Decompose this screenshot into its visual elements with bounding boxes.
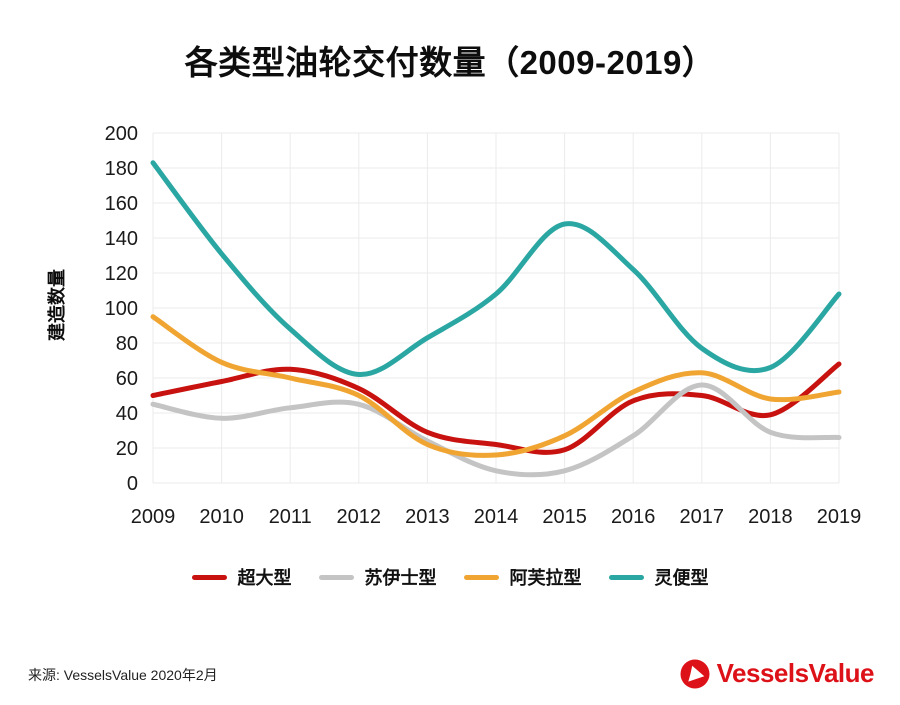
legend-item-灵便型: 灵便型 (608, 564, 709, 590)
legend-swatch (463, 574, 499, 580)
x-tick-label: 2016 (611, 506, 656, 528)
y-tick-label: 20 (116, 438, 138, 460)
legend-swatch (318, 574, 354, 580)
x-tick-label: 2014 (474, 506, 519, 528)
y-tick-label: 120 (105, 263, 138, 285)
y-tick-label: 200 (105, 123, 138, 145)
y-tick-label: 140 (105, 228, 138, 250)
x-tick-label: 2011 (269, 506, 312, 528)
y-tick-label: 0 (127, 473, 138, 495)
vesselsvalue-logo: VesselsValue (680, 658, 875, 689)
legend-item-苏伊士型: 苏伊士型 (318, 564, 437, 590)
series-line-灵便型 (150, 160, 842, 378)
x-tick-label: 2010 (199, 506, 244, 528)
legend-item-超大型: 超大型 (191, 564, 292, 590)
legend-label: 苏伊士型 (364, 568, 437, 588)
x-tick-label: 2015 (542, 506, 587, 528)
legend-item-阿芙拉型: 阿芙拉型 (463, 564, 582, 590)
legend-swatch (191, 574, 227, 580)
legend-swatch (608, 574, 644, 580)
legend-label: 灵便型 (654, 568, 709, 588)
legend-label: 超大型 (237, 568, 292, 588)
series-line-超大型 (150, 361, 842, 455)
series-line-阿芙拉型 (150, 314, 842, 458)
x-tick-label: 2019 (817, 506, 862, 528)
y-tick-label: 60 (116, 368, 138, 390)
line-chart: 0 20 40 60 80 100 120 140 160 180 200 2009 2010 2011 2… (105, 123, 862, 528)
legend-label: 阿芙拉型 (509, 568, 582, 588)
source-note: 来源: VesselsValue 2020年2月 (28, 667, 218, 683)
x-tick-label: 2017 (680, 506, 725, 528)
chart-title: 各类型油轮交付数量（2009-2019） (184, 44, 716, 81)
series-line-苏伊士型 (150, 382, 842, 478)
x-tick-label: 2018 (748, 506, 793, 528)
y-tick-label: 100 (105, 298, 138, 320)
x-tick-label: 2009 (131, 506, 176, 528)
vesselsvalue-logo-icon (680, 659, 710, 688)
x-tick-label: 2013 (405, 506, 450, 528)
y-tick-label: 40 (116, 403, 138, 425)
chart-legend: 超大型 苏伊士型 阿芙拉型 灵便型 (0, 564, 900, 590)
x-tick-label: 2012 (337, 506, 382, 528)
vesselsvalue-logo-text: VesselsValue (716, 658, 875, 688)
y-tick-label: 180 (105, 158, 138, 180)
y-tick-label: 80 (116, 333, 138, 355)
grid (152, 132, 840, 484)
y-tick-label: 160 (105, 193, 138, 215)
